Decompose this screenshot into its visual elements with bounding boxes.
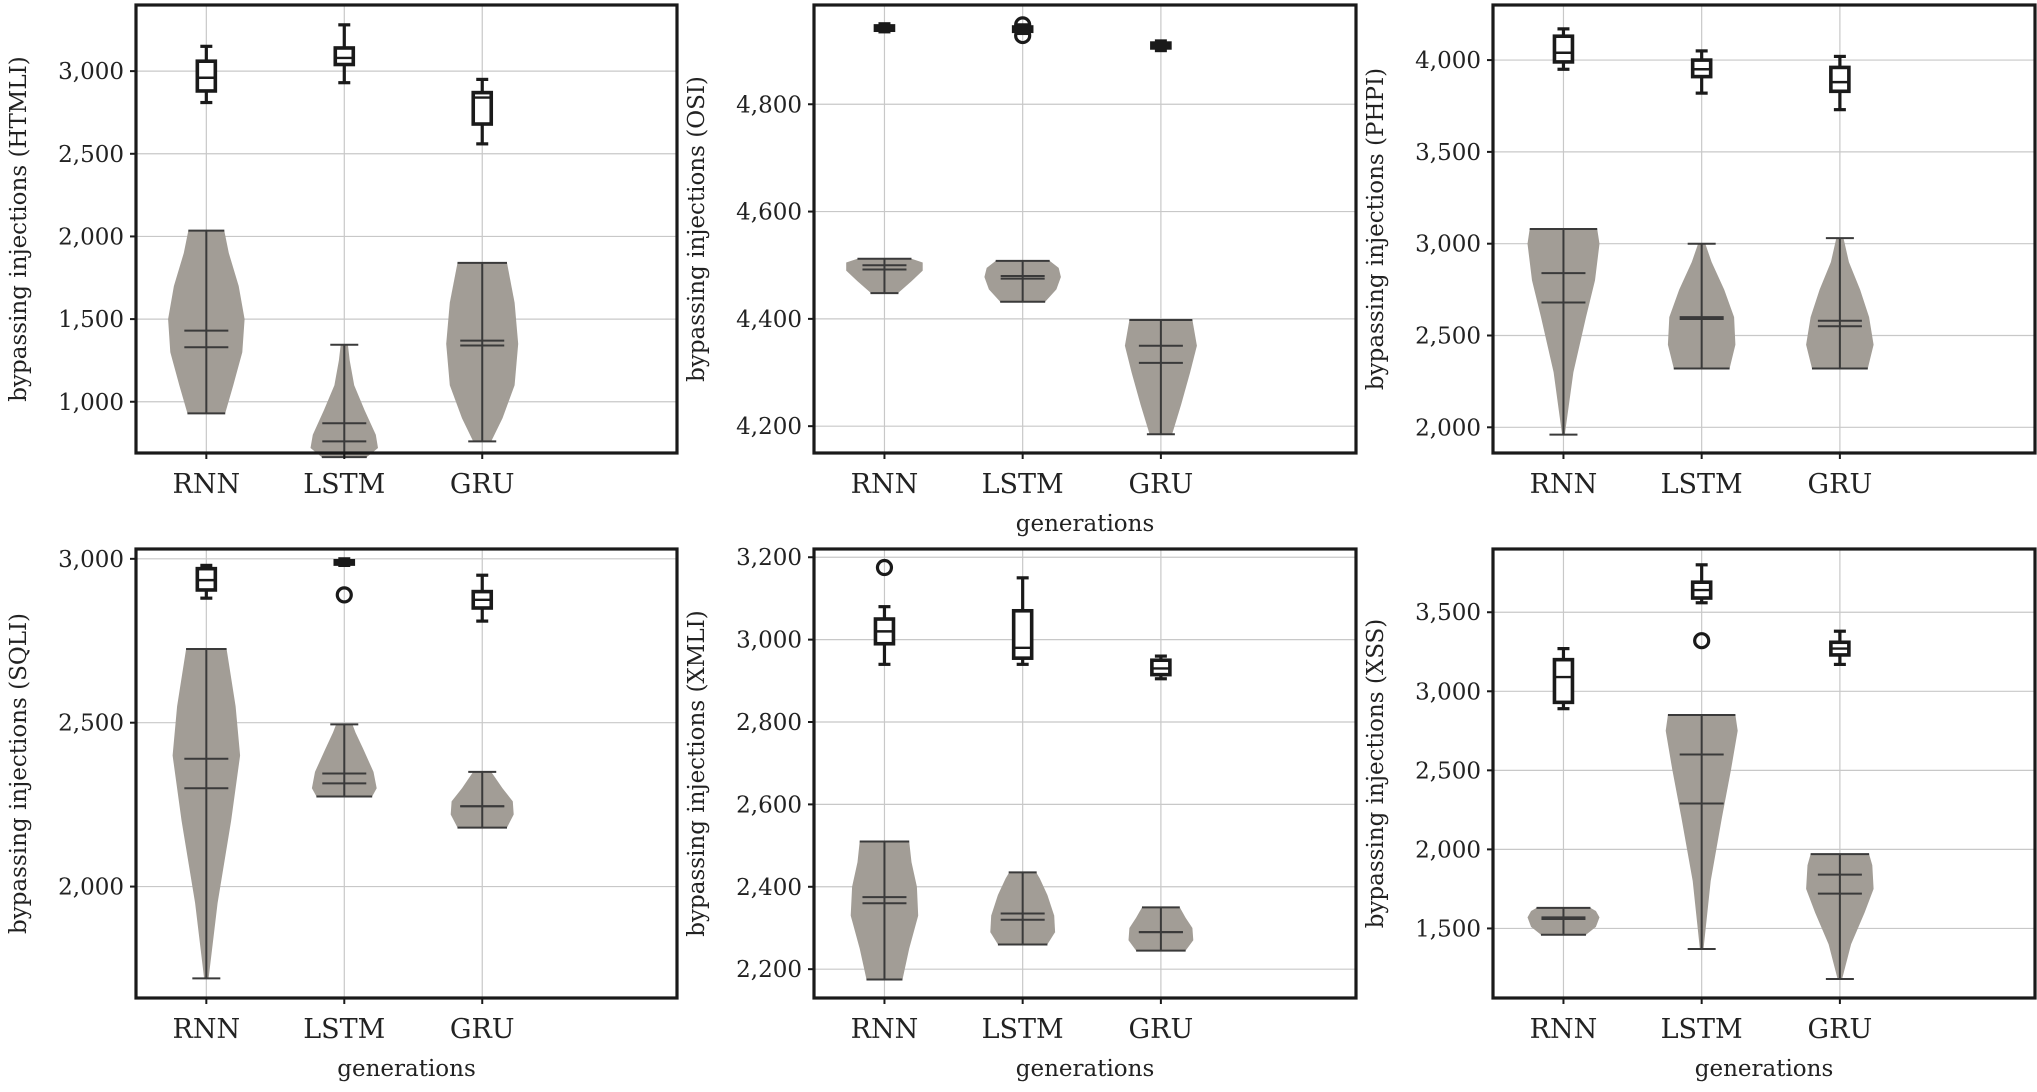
y-tick-label: 3,000 (1415, 232, 1481, 258)
plot-frame (812, 547, 1358, 1000)
y-tick-label: 3,200 (736, 545, 802, 571)
box-lstm (333, 46, 356, 67)
x-tick-label-gru: GRU (1129, 469, 1194, 500)
x-tick-label-gru: GRU (450, 469, 515, 500)
box-outlier (335, 586, 353, 604)
y-tick-label: 2,500 (1415, 323, 1481, 349)
y-axis-label: bypassing injections (SQLI) (6, 613, 32, 934)
x-tick-label-lstm: LSTM (1661, 1014, 1743, 1045)
x-tick-label-lstm: LSTM (303, 469, 385, 500)
subplot-6: 1,500 2,000 2,500 3,000 3,500 RNN LSTM GRU gener… (1363, 547, 2037, 1082)
x-axis-label: generations (1016, 1056, 1155, 1082)
x-tick-label-gru: GRU (450, 1014, 515, 1045)
box-outlier (1014, 16, 1032, 34)
x-tick-label-gru: GRU (1808, 1014, 1873, 1045)
y-tick-label: 1,000 (58, 390, 124, 416)
y-tick-label: 3,000 (58, 59, 124, 85)
y-tick-label: 2,000 (1415, 837, 1481, 863)
x-tick-label-lstm: LSTM (303, 1014, 385, 1045)
box-gru (471, 90, 494, 126)
box-lstm (1011, 608, 1034, 660)
y-tick-label: 2,500 (58, 711, 124, 737)
y-axis-label: bypassing injections (XMLI) (684, 610, 710, 936)
x-tick-label-rnn: RNN (1530, 1014, 1598, 1045)
y-tick-label: 1,500 (1415, 916, 1481, 942)
y-tick-label: 2,000 (1415, 415, 1481, 441)
y-tick-label: 3,000 (736, 628, 802, 654)
x-tick-label-rnn: RNN (173, 469, 241, 500)
box-outlier (1693, 632, 1711, 650)
box-outlier (875, 558, 894, 577)
y-tick-label: 1,500 (58, 307, 124, 333)
box-rnn (1552, 34, 1575, 64)
plot-frame (134, 3, 679, 455)
y-tick-label: 4,200 (736, 414, 802, 440)
y-tick-label: 2,400 (736, 875, 802, 901)
plot-frame (812, 3, 1358, 455)
y-tick-label: 2,800 (736, 710, 802, 736)
y-tick-label: 2,500 (58, 142, 124, 168)
x-axis-label: generations (337, 1056, 476, 1082)
y-tick-label: 2,200 (736, 957, 802, 983)
x-tick-label-lstm: LSTM (982, 1014, 1064, 1045)
y-tick-label: 2,000 (58, 875, 124, 901)
y-axis-label: bypassing injections (XSS) (1363, 619, 1389, 929)
x-tick-label-rnn: RNN (1530, 469, 1598, 500)
subplot-5: 2,200 2,400 2,600 2,800 3,000 3,200 RNN LSTM GRU… (684, 545, 1358, 1082)
x-tick-label-rnn: RNN (173, 1014, 241, 1045)
plot-frame (134, 547, 679, 1000)
y-tick-label: 4,800 (736, 92, 802, 118)
y-tick-label: 3,500 (1415, 600, 1481, 626)
y-tick-label: 3,500 (1415, 140, 1481, 166)
y-tick-label: 3,000 (58, 547, 124, 573)
y-tick-label: 2,500 (1415, 758, 1481, 784)
y-tick-label: 4,400 (736, 307, 802, 333)
x-tick-label-gru: GRU (1129, 1014, 1194, 1045)
box-gru (1829, 65, 1851, 94)
y-axis-label: bypassing injections (HTMLI) (6, 56, 32, 401)
y-axis-label: bypassing injections (PHPI) (1363, 68, 1389, 390)
subplot-2: 4,200 4,400 4,600 4,800 RNN LSTM GRU generation… (684, 3, 1358, 537)
y-tick-label: 2,600 (736, 792, 802, 818)
x-tick-label-gru: GRU (1808, 469, 1873, 500)
y-tick-label: 3,000 (1415, 679, 1481, 705)
plot-frame (1491, 547, 2037, 1000)
subplot-4: 2,000 2,500 3,000 RNN LSTM GRU generations bypa… (6, 547, 679, 1082)
y-tick-label: 2,000 (58, 224, 124, 250)
box-rnn (1552, 657, 1575, 705)
box-rnn (195, 59, 218, 93)
x-tick-label-lstm: LSTM (1661, 469, 1743, 500)
x-tick-label-rnn: RNN (851, 469, 919, 500)
subplot-1: 1,000 1,500 2,000 2,500 3,000 RNN LSTM GRU bypas… (6, 3, 679, 500)
subplot-3: 2,000 2,500 3,000 3,500 4,000 RNN LSTM GRU bypas… (1363, 3, 2037, 500)
y-tick-label: 4,600 (736, 200, 802, 226)
y-axis-label: bypassing injections (OSI) (684, 76, 710, 382)
y-tick-label: 4,000 (1415, 48, 1481, 74)
x-tick-label-lstm: LSTM (982, 469, 1064, 500)
x-axis-label: generations (1016, 511, 1155, 537)
box-outlier (1014, 26, 1032, 45)
x-tick-label-rnn: RNN (851, 1014, 919, 1045)
x-axis-label: generations (1695, 1056, 1834, 1082)
plot-frame (1491, 3, 2037, 455)
